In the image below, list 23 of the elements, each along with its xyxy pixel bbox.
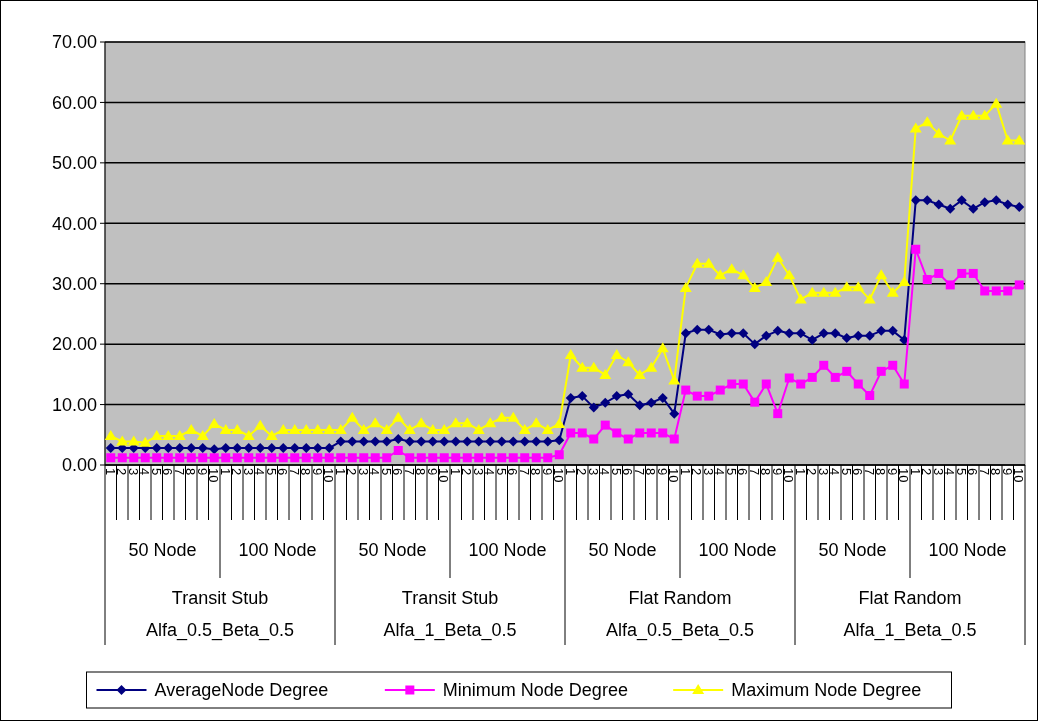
y-tick-label: 70.00 — [51, 32, 97, 53]
text: Transit Stub Alfa_0.5_Beta_0.5 — [145, 588, 295, 642]
y-tick-label: 60.00 — [51, 92, 97, 113]
text: 50 Node — [588, 540, 657, 561]
text: 100 Node — [698, 540, 777, 561]
text: 50 Node — [358, 540, 427, 561]
text: 50 Node — [128, 540, 197, 561]
y-tick-label: 50.00 — [51, 153, 97, 174]
y-tick-label: 10.00 — [51, 394, 97, 415]
text: 100 Node — [468, 540, 547, 561]
text: 50 Node — [818, 540, 887, 561]
text: Flat Random Alfa_1_Beta_0.5 — [843, 588, 977, 642]
text: 100 Node — [238, 540, 317, 561]
y-tick-label: 0.00 — [61, 455, 97, 476]
y-tick-label: 40.00 — [51, 213, 97, 234]
text: 100 Node — [928, 540, 1007, 561]
y-tick-label: 30.00 — [51, 274, 97, 295]
legend-label: AverageNode Degree — [154, 680, 329, 701]
legend-label: Minimum Node Degree — [442, 680, 628, 701]
y-tick-label: 20.00 — [51, 334, 97, 355]
text: Flat Random Alfa_0.5_Beta_0.5 — [605, 588, 755, 642]
text: Transit Stub Alfa_1_Beta_0.5 — [383, 588, 517, 642]
legend-label: Maximum Node Degree — [731, 680, 922, 701]
